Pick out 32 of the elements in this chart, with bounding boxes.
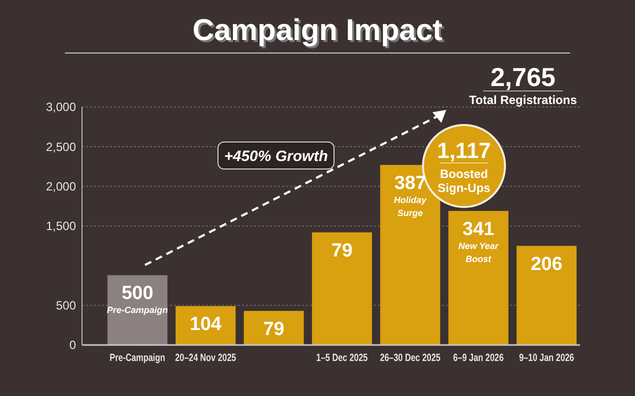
annotation: New Year Boost [458, 240, 499, 264]
annotation: 500 [122, 283, 154, 304]
annotation: 79 [331, 240, 353, 262]
y-tick-label: 1,500 [46, 219, 76, 234]
annotation: Boosted Sign-Ups [438, 167, 491, 195]
annotation: Holiday Surge [394, 194, 428, 218]
bar [312, 232, 372, 345]
y-tick-label: 2,500 [46, 140, 76, 154]
x-tick-label: 1–5 Dec 2025 [316, 350, 368, 364]
chart-title: Campaign Impact [194, 16, 445, 49]
x-tick-label: 20–24 Nov 2025 [175, 350, 236, 364]
y-tick-label: 3,000 [46, 100, 76, 114]
text: 2,765 [490, 62, 556, 92]
x-tick-label: Pre-Campaign [110, 350, 166, 364]
annotation: 1,117 [437, 138, 491, 163]
annotation: Pre-Campaign [106, 305, 168, 316]
x-tick-label: 6–9 Jan 2026 [453, 350, 504, 364]
bar [516, 246, 577, 345]
annotation: 341 [462, 218, 495, 240]
x-tick-label: 9–10 Jan 2026 [519, 350, 574, 364]
annotation: 104 [190, 314, 222, 336]
annotation: 387 [394, 172, 426, 194]
bar [448, 210, 508, 345]
y-tick-label: 0 [69, 338, 76, 352]
bar [244, 310, 304, 345]
y-tick-label: 500 [56, 298, 76, 313]
annotation: 206 [530, 254, 562, 275]
x-tick-label: 26–30 Dec 2025 [380, 350, 440, 364]
y-tick-label: 2,000 [46, 180, 76, 194]
annotation: 79 [263, 318, 284, 340]
annotation: +450% Growth [224, 148, 328, 165]
annotation: Total Registrations [469, 93, 578, 107]
